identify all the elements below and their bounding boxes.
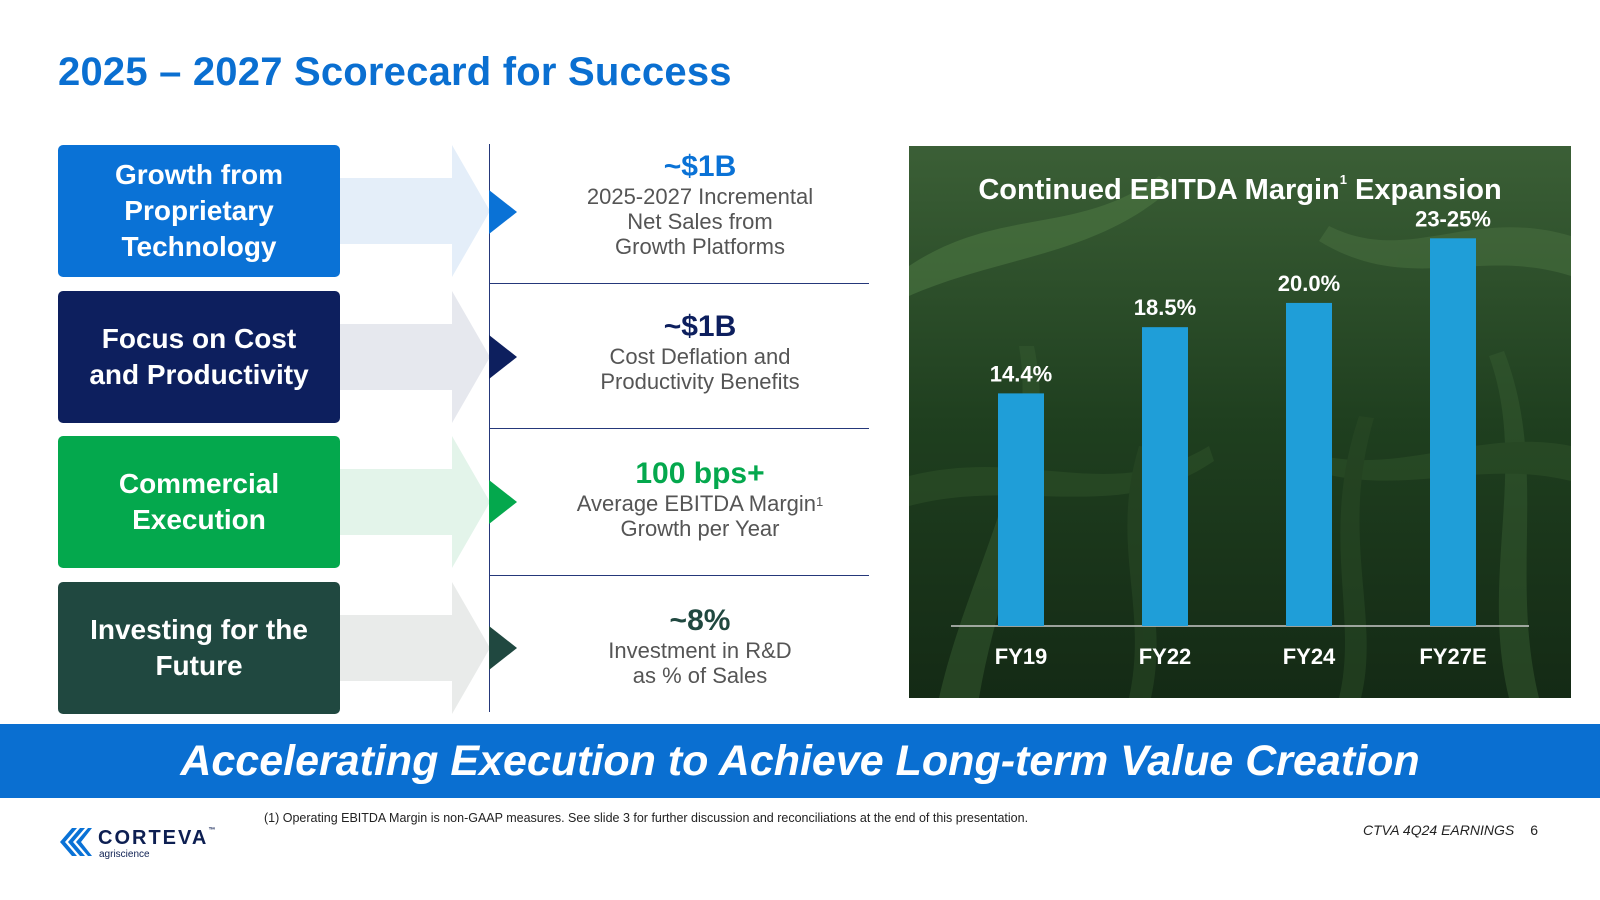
metric-value: ~8% <box>669 604 731 637</box>
pillar-proprietary-technology: Growth from Proprietary Technology <box>58 145 340 277</box>
footnote: (1) Operating EBITDA Margin is non-GAAP … <box>264 811 1029 825</box>
marker-fill <box>489 626 517 670</box>
footnote-ref: 1 <box>1339 172 1347 187</box>
x-tick-fy19: FY19 <box>995 644 1048 669</box>
arrow-fill <box>340 436 490 568</box>
pillar-cost-productivity: Focus on Cost and Productivity <box>58 291 340 423</box>
page-number: 6 <box>1530 822 1538 838</box>
desc-text: Average EBITDA Margin <box>576 491 817 516</box>
tagline-banner: Accelerating Execution to Achieve Long-t… <box>0 724 1600 798</box>
metric-net-sales: ~$1B 2025-2027 Incremental Net Sales fro… <box>560 150 840 259</box>
data-label-fy24: 20.0% <box>1278 271 1340 296</box>
metric-cost-deflation: ~$1B Cost Deflation and Productivity Ben… <box>560 310 840 394</box>
x-tick-fy22: FY22 <box>1139 644 1192 669</box>
metric-rnd-investment: ~8% Investment in R&D as % of Sales <box>560 604 840 688</box>
desc-text: Growth per Year <box>620 516 780 541</box>
pointer-marker <box>489 335 517 379</box>
metric-description: Average EBITDA Margin1 Growth per Year <box>560 491 840 541</box>
arrow-shape <box>340 145 490 277</box>
logo-name-text: CORTEVA <box>98 827 209 849</box>
corteva-logo-icon <box>60 828 92 856</box>
logo-subtitle: agriscience <box>99 849 150 860</box>
marker-fill <box>489 480 517 524</box>
logo-tm: ™ <box>208 827 216 834</box>
metric-description: 2025-2027 Incremental Net Sales from Gro… <box>586 184 814 259</box>
earnings-label: CTVA 4Q24 EARNINGS <box>1363 822 1515 838</box>
marker-fill <box>489 335 517 379</box>
page-title: 2025 – 2027 Scorecard for Success <box>58 50 732 94</box>
footnote-ref: 1 <box>816 494 824 509</box>
pointer-marker <box>489 190 517 234</box>
bar-fy27e <box>1430 238 1476 627</box>
horizontal-divider <box>489 428 869 429</box>
arrow-shape <box>340 291 490 423</box>
data-label-fy27e: 23-25% <box>1415 206 1491 231</box>
metric-value: ~$1B <box>663 310 737 343</box>
data-label-fy19: 14.4% <box>990 361 1052 386</box>
footer-info: CTVA 4Q24 EARNINGS 6 <box>1363 822 1538 838</box>
ebitda-chart: 14.4% FY19 18.5% FY22 20.0% FY24 23-25% FY27E C… <box>909 146 1571 698</box>
arrow-shape <box>340 582 490 714</box>
arrow-fill <box>340 582 490 714</box>
pillar-commercial-execution: Commercial Execution <box>58 436 340 568</box>
metric-description: Investment in R&D as % of Sales <box>608 638 792 688</box>
horizontal-divider <box>489 283 869 284</box>
arrow-fill <box>340 145 490 277</box>
tagline-text: Accelerating Execution to Achieve Long-t… <box>180 736 1420 785</box>
arrow-shape <box>340 436 490 568</box>
metric-ebitda-growth: 100 bps+ Average EBITDA Margin1 Growth pe… <box>560 457 840 541</box>
chart-title-tail: Expansion <box>1346 174 1502 206</box>
pointer-marker <box>489 626 517 670</box>
bar-fy19 <box>998 393 1044 626</box>
arrow-fill <box>340 291 490 423</box>
metric-description: Cost Deflation and Productivity Benefits <box>600 344 800 394</box>
chart-title: Continued EBITDA Margin1 Expansion <box>909 172 1571 207</box>
chart-svg: 14.4% FY19 18.5% FY22 20.0% FY24 23-25% FY27E <box>909 146 1571 698</box>
bar-fy24 <box>1286 302 1332 626</box>
metric-value: ~$1B <box>663 150 737 183</box>
x-tick-fy27e: FY27E <box>1419 644 1486 669</box>
x-tick-fy24: FY24 <box>1283 644 1336 669</box>
bar-fy22 <box>1142 327 1188 626</box>
marker-fill <box>489 190 517 234</box>
data-label-fy22: 18.5% <box>1134 295 1196 320</box>
pointer-marker <box>489 480 517 524</box>
chart-title-text: Continued EBITDA Margin <box>978 174 1340 206</box>
corteva-logo: CORTEVA™ agriscience <box>58 824 228 860</box>
horizontal-divider <box>489 575 869 576</box>
pillar-investing-future: Investing for the Future <box>58 582 340 714</box>
logo-name: CORTEVA™ <box>98 827 215 850</box>
metric-value: 100 bps+ <box>635 457 765 490</box>
